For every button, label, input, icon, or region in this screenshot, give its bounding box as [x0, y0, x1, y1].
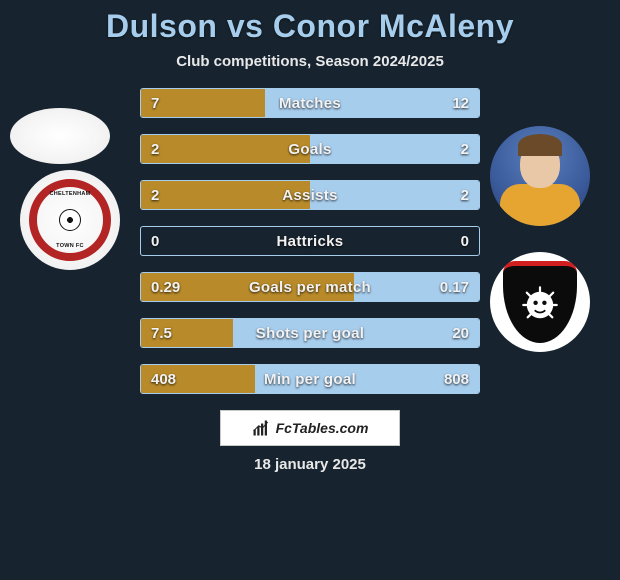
- stat-label: Assists: [141, 181, 479, 209]
- club-left-text-top: CHELTENHAM: [49, 191, 90, 197]
- stat-label: Hattricks: [141, 227, 479, 255]
- stat-label: Goals per match: [141, 273, 479, 301]
- football-icon: [59, 209, 81, 231]
- brand-badge: FcTables.com: [220, 410, 400, 446]
- stat-row: 7.520Shots per goal: [140, 318, 480, 348]
- stat-label: Shots per goal: [141, 319, 479, 347]
- brand-text: FcTables.com: [276, 420, 369, 436]
- stat-row: 22Goals: [140, 134, 480, 164]
- club-left-badge: CHELTENHAM TOWN FC: [20, 170, 120, 270]
- stat-row: 712Matches: [140, 88, 480, 118]
- stat-row: 00Hattricks: [140, 226, 480, 256]
- stat-label: Goals: [141, 135, 479, 163]
- stat-label: Matches: [141, 89, 479, 117]
- stat-row: 408808Min per goal: [140, 364, 480, 394]
- lion-icon: [518, 283, 562, 327]
- player-left-avatar: [10, 108, 110, 164]
- stat-label: Min per goal: [141, 365, 479, 393]
- club-left-text-bot: TOWN FC: [56, 243, 84, 249]
- page-subtitle: Club competitions, Season 2024/2025: [0, 53, 620, 70]
- stat-row: 0.290.17Goals per match: [140, 272, 480, 302]
- brand-icon: [252, 419, 270, 437]
- infographic-root: Dulson vs Conor McAleny Club competition…: [0, 0, 620, 580]
- player-right-avatar: [490, 126, 590, 226]
- stat-row: 22Assists: [140, 180, 480, 210]
- stats-panel: 712Matches 22Goals 22Assists 00Hattricks 0.2…: [140, 88, 480, 394]
- club-right-badge: [490, 252, 590, 352]
- page-title: Dulson vs Conor McAleny: [0, 8, 620, 45]
- date-label: 18 january 2025: [0, 456, 620, 473]
